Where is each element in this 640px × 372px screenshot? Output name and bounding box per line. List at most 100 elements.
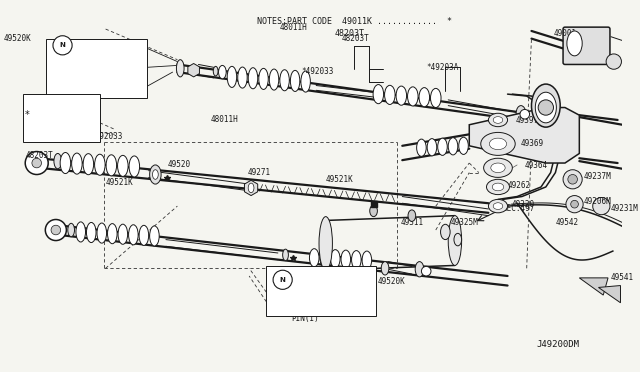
Circle shape [421,266,431,276]
Text: 08921-3252A: 08921-3252A [282,300,333,309]
Ellipse shape [535,92,556,123]
Text: *49203A: *49203A [25,115,58,124]
Ellipse shape [310,249,319,267]
Ellipse shape [283,249,289,261]
Text: 49520K: 49520K [3,34,31,43]
Text: 49001: 49001 [554,29,577,38]
Text: 49541: 49541 [611,273,634,282]
Text: 49311: 49311 [401,218,424,227]
Ellipse shape [396,86,406,105]
Ellipse shape [237,67,247,88]
Ellipse shape [431,89,441,108]
Ellipse shape [486,179,509,195]
Text: 48011H: 48011H [211,115,239,124]
Ellipse shape [108,224,117,244]
Text: 48203T: 48203T [25,151,53,160]
FancyBboxPatch shape [266,266,376,316]
Ellipse shape [373,84,383,104]
Ellipse shape [86,222,96,243]
Ellipse shape [301,71,310,92]
Ellipse shape [218,65,226,79]
Text: 49262: 49262 [508,180,531,190]
Text: 49206M: 49206M [584,197,612,206]
Ellipse shape [385,85,395,105]
Circle shape [51,225,61,235]
Ellipse shape [95,154,105,175]
Text: 49231M: 49231M [611,203,639,212]
Text: 08921-3252A: 08921-3252A [67,73,118,81]
Text: 49520: 49520 [168,160,191,169]
Polygon shape [469,108,579,163]
Ellipse shape [177,60,184,77]
Text: *492033: *492033 [302,67,334,76]
Polygon shape [579,278,608,295]
Ellipse shape [567,31,582,56]
Text: 49520K: 49520K [378,277,405,286]
Ellipse shape [320,249,330,267]
Ellipse shape [351,251,361,269]
Circle shape [32,158,42,168]
Ellipse shape [291,70,300,92]
Ellipse shape [280,70,289,91]
FancyBboxPatch shape [563,27,610,64]
Ellipse shape [488,199,508,213]
Ellipse shape [72,153,82,174]
Text: 49542: 49542 [556,218,579,227]
FancyBboxPatch shape [23,94,100,142]
Ellipse shape [491,163,505,173]
Text: SEC.497: SEC.497 [503,205,535,214]
Text: PIN(I): PIN(I) [291,314,319,323]
Ellipse shape [531,84,560,127]
Ellipse shape [415,262,424,277]
Ellipse shape [493,116,503,123]
Circle shape [25,151,48,174]
Ellipse shape [481,132,515,155]
Text: 48011H: 48011H [280,23,308,32]
Ellipse shape [129,156,140,177]
Text: 49271: 49271 [247,168,270,177]
Ellipse shape [493,203,503,209]
Ellipse shape [408,87,418,106]
Circle shape [571,201,579,208]
Text: 49325M: 49325M [450,218,478,227]
Ellipse shape [440,224,450,240]
Ellipse shape [227,66,237,87]
Ellipse shape [484,158,513,177]
FancyBboxPatch shape [46,39,147,98]
Ellipse shape [490,138,507,150]
Ellipse shape [381,262,389,275]
Circle shape [606,54,621,69]
Ellipse shape [118,224,127,244]
Ellipse shape [150,226,159,246]
Ellipse shape [248,183,254,193]
Text: 48203T: 48203T [335,29,365,38]
Ellipse shape [448,216,461,266]
Text: ( I ): ( I ) [93,58,116,67]
Ellipse shape [516,106,525,121]
Ellipse shape [319,217,332,270]
Ellipse shape [492,183,504,191]
Ellipse shape [427,139,436,156]
Ellipse shape [269,69,279,90]
Ellipse shape [488,113,508,126]
Text: 49364: 49364 [525,161,548,170]
Text: ( I ): ( I ) [307,287,330,296]
Text: 49369: 49369 [521,140,544,148]
Text: PIN(I): PIN(I) [79,86,106,95]
Ellipse shape [213,66,218,76]
Ellipse shape [118,155,128,176]
Circle shape [53,36,72,55]
Circle shape [563,170,582,189]
Text: *49203A: *49203A [426,63,459,72]
Text: *492033: *492033 [90,132,123,141]
Ellipse shape [419,88,429,107]
Circle shape [566,196,583,213]
Circle shape [273,270,292,289]
Ellipse shape [370,205,378,217]
Circle shape [45,219,67,241]
Ellipse shape [68,223,74,237]
Ellipse shape [362,251,372,269]
Ellipse shape [60,153,70,174]
Text: 49521K: 49521K [326,175,353,184]
Text: 08911-6441A: 08911-6441A [292,273,343,282]
